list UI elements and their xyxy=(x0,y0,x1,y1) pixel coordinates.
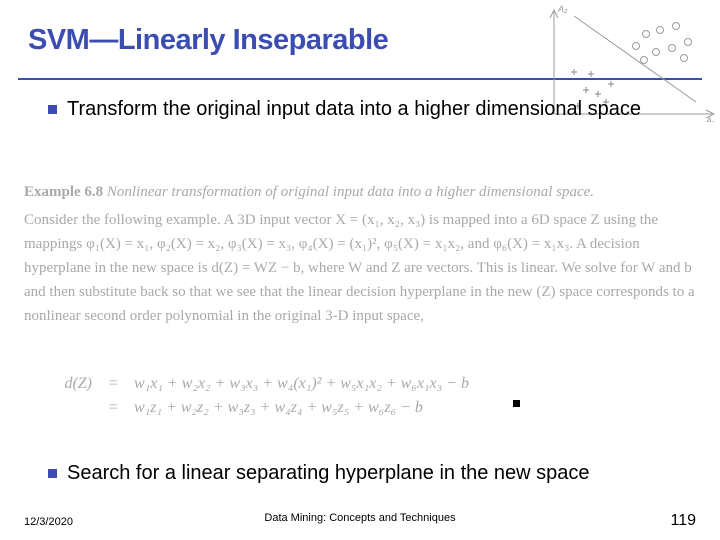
bullet-2-row: Search for a linear separating hyperplan… xyxy=(48,460,700,487)
equation-block: d(Z) = w₁x₁ + w₂x₂ + w₃x₃ + w₄(x₁)² + w₅… xyxy=(56,372,680,420)
svg-text:A₁: A₁ xyxy=(705,116,715,122)
footer: 12/3/2020 Data Mining: Concepts and Tech… xyxy=(24,512,696,530)
example-label: Example 6.8 xyxy=(24,184,103,200)
bullet-2-text: Search for a linear separating hyperplan… xyxy=(67,460,590,487)
example-block: Example 6.8 Nonlinear transformation of … xyxy=(24,180,702,328)
bullet-1-row: Transform the original input data into a… xyxy=(48,96,700,123)
footer-center: Data Mining: Concepts and Techniques xyxy=(24,512,696,524)
equation-row-1: w₁x₁ + w₂x₂ + w₃x₃ + w₄(x₁)² + w₅x₁x₂ + … xyxy=(134,372,469,396)
svg-text:A₂: A₂ xyxy=(557,4,568,14)
bullet-1-text: Transform the original input data into a… xyxy=(67,96,641,123)
slide: SVM—Linearly Inseparable A₂A₁ Transform … xyxy=(0,0,720,540)
qed-icon xyxy=(513,400,520,407)
equals-icon: = xyxy=(106,372,120,396)
example-title: Nonlinear transformation of original inp… xyxy=(107,184,594,200)
equals-icon: = xyxy=(106,396,120,420)
equation-lhs: d(Z) xyxy=(56,372,92,396)
bullet-marker-icon xyxy=(48,469,57,478)
example-body: Consider the following example. A 3D inp… xyxy=(24,208,702,328)
equation-row-2: w₁z₁ + w₂z₂ + w₃z₃ + w₄z₄ + w₅z₅ + w₆z₆ … xyxy=(134,396,423,420)
bullet-marker-icon xyxy=(48,105,57,114)
